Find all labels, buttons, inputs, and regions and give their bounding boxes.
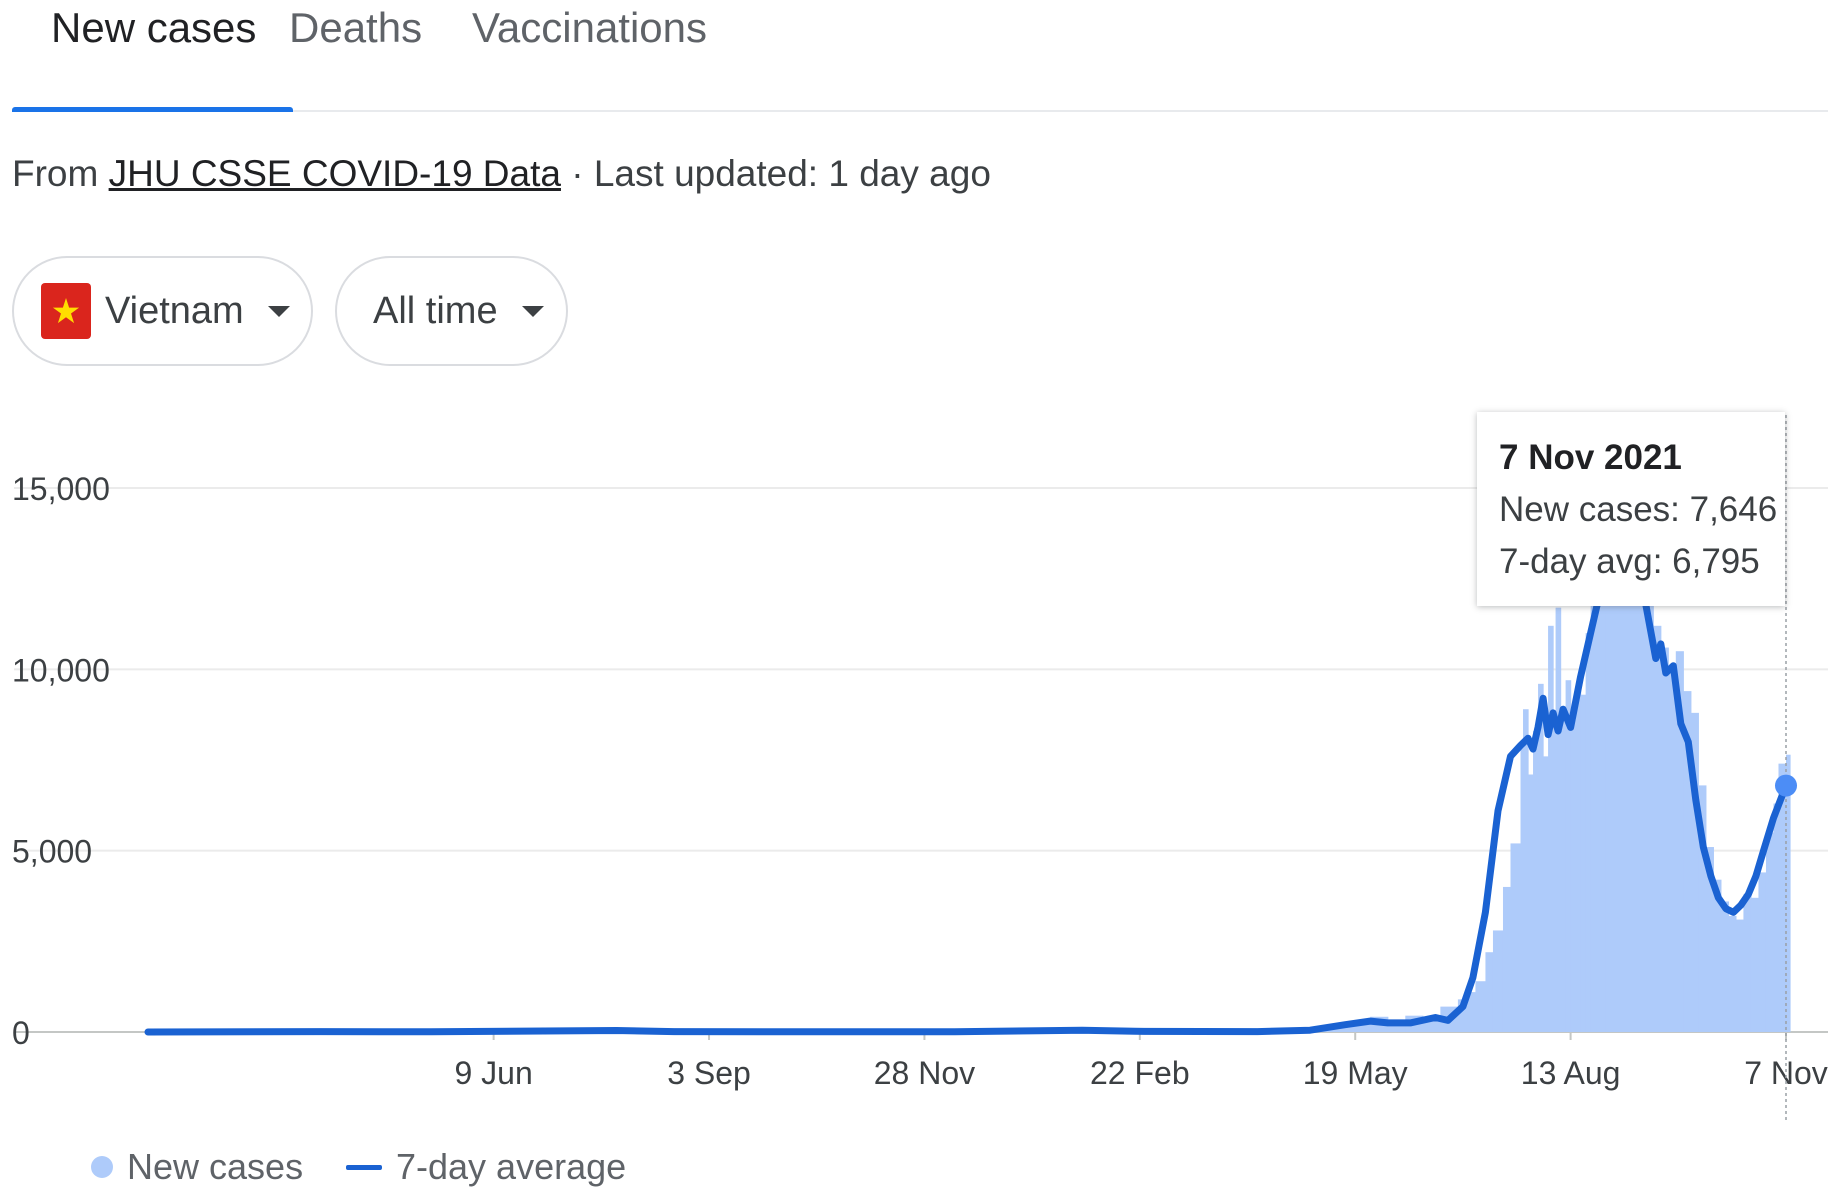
new-cases-bar: [1548, 625, 1554, 1032]
new-cases-bar: [1335, 1025, 1354, 1032]
new-cases-bar: [1553, 712, 1557, 1032]
legend-label-7-day-average: 7-day average: [396, 1146, 627, 1187]
new-cases-bar: [1570, 720, 1577, 1032]
new-cases-bar: [1750, 897, 1760, 1032]
last-updated-text: · Last updated: 1 day ago: [571, 153, 991, 194]
new-cases-bar: [1580, 694, 1587, 1032]
new-cases-bar: [1653, 625, 1662, 1032]
new-cases-bar: [1492, 930, 1504, 1032]
new-cases-bar: [1575, 691, 1582, 1032]
new-cases-bar: [1598, 578, 1607, 1032]
y-tick-label: 10,000: [12, 652, 110, 688]
dropdown-caret-icon: [521, 305, 544, 317]
tab-vaccinations[interactable]: Vaccinations: [472, 4, 708, 51]
time-range-label: All time: [373, 289, 498, 332]
tab-bar: New cases Deaths Vaccinations: [12, 0, 1828, 112]
new-cases-bar: [1728, 915, 1737, 1032]
x-tick-label: 13 Aug: [1521, 1055, 1621, 1091]
legend-item-new-cases: New cases: [91, 1146, 303, 1188]
highlight-point: [1775, 774, 1797, 797]
new-cases-bar: [1735, 919, 1745, 1032]
new-cases-bar: [1773, 803, 1780, 1032]
legend-item-7-day-average: 7-day average: [346, 1146, 626, 1188]
new-cases-bar: [1533, 730, 1539, 1032]
new-cases-bar: [1743, 894, 1752, 1032]
new-cases-bar: [1713, 879, 1722, 1032]
new-cases-bar: [1590, 604, 1599, 1032]
tooltip-7-day-avg: 7-day avg: 6,795: [1499, 542, 1760, 581]
y-tick-label: 15,000: [12, 471, 110, 507]
new-cases-bar: [1786, 754, 1791, 1032]
tooltip-date: 7 Nov 2021: [1499, 438, 1682, 477]
active-tab-indicator: [12, 107, 293, 112]
time-range-select[interactable]: All time: [335, 256, 568, 366]
x-tick-label: 3 Sep: [667, 1055, 751, 1091]
new-cases-bar: [1645, 604, 1654, 1032]
tab-deaths[interactable]: Deaths: [289, 4, 423, 51]
new-cases-bar: [1683, 691, 1692, 1032]
country-select[interactable]: Vietnam: [12, 256, 313, 366]
new-cases-bar: [1352, 1021, 1371, 1032]
x-tick-label: 19 May: [1303, 1055, 1408, 1091]
new-cases-bar: [1565, 680, 1572, 1032]
chart-tooltip: 7 Nov 2021 New cases: 7,646 7-day avg: 6…: [1477, 412, 1785, 606]
x-tick-label: 9 Jun: [454, 1055, 532, 1091]
source-line: From JHU CSSE COVID-19 Data · Last updat…: [12, 153, 991, 195]
new-cases-bar: [1520, 745, 1524, 1032]
source-prefix: From: [12, 153, 99, 194]
vietnam-flag-icon: [41, 283, 91, 339]
new-cases-bar: [1630, 553, 1639, 1032]
new-cases-bar: [1638, 575, 1647, 1032]
y-tick-label: 0: [12, 1015, 30, 1051]
new-cases-bar: [1668, 672, 1677, 1032]
new-cases-bar: [1510, 843, 1522, 1032]
new-cases-bar: [1623, 542, 1632, 1032]
new-cases-bar: [1528, 774, 1534, 1032]
legend-line-icon: [346, 1164, 382, 1170]
x-tick-label: 22 Feb: [1090, 1055, 1190, 1091]
new-cases-bar: [1690, 712, 1699, 1032]
dropdown-caret-icon: [267, 305, 290, 317]
x-tick-label: 28 Nov: [874, 1055, 975, 1091]
new-cases-bar: [1467, 992, 1477, 1032]
x-tick-label: 7 Nov: [1744, 1055, 1828, 1091]
legend-label-new-cases: New cases: [127, 1146, 304, 1187]
country-select-label: Vietnam: [105, 289, 244, 332]
new-cases-bar: [1720, 901, 1729, 1032]
new-cases-bar: [1758, 872, 1767, 1032]
new-cases-bar: [1555, 607, 1562, 1032]
new-cases-bar: [1538, 683, 1544, 1032]
new-cases-bar: [1457, 999, 1469, 1032]
new-cases-bar: [1615, 531, 1624, 1032]
new-cases-bar: [1502, 886, 1512, 1032]
new-cases-bar: [1705, 847, 1714, 1032]
new-cases-bar: [1560, 712, 1567, 1032]
new-cases-bar: [1660, 647, 1669, 1032]
tab-new-cases[interactable]: New cases: [51, 4, 257, 51]
new-cases-bar: [1698, 785, 1707, 1032]
y-tick-label: 5,000: [12, 834, 92, 870]
source-link[interactable]: JHU CSSE COVID-19 Data: [108, 153, 561, 194]
covid-cases-chart: 15,000 10,000 5,000 0 9 Jun 3 Sep 28 Nov 22 Feb…: [12, 415, 1828, 1120]
tooltip-new-cases: New cases: 7,646: [1499, 490, 1778, 529]
new-cases-bar: [1675, 651, 1684, 1032]
new-cases-bar: [1387, 1021, 1406, 1032]
legend-dot-icon: [91, 1156, 113, 1178]
new-cases-bar: [1543, 756, 1549, 1032]
new-cases-bar: [1485, 952, 1494, 1032]
new-cases-bar: [1765, 832, 1775, 1032]
seven-day-average-line: [144, 553, 1790, 1036]
new-cases-bar: [1778, 763, 1787, 1032]
new-cases-bar: [1605, 553, 1617, 1032]
new-cases-bar: [1585, 633, 1592, 1032]
new-cases-bar: [1523, 709, 1529, 1032]
new-cases-bar: [1475, 981, 1487, 1032]
